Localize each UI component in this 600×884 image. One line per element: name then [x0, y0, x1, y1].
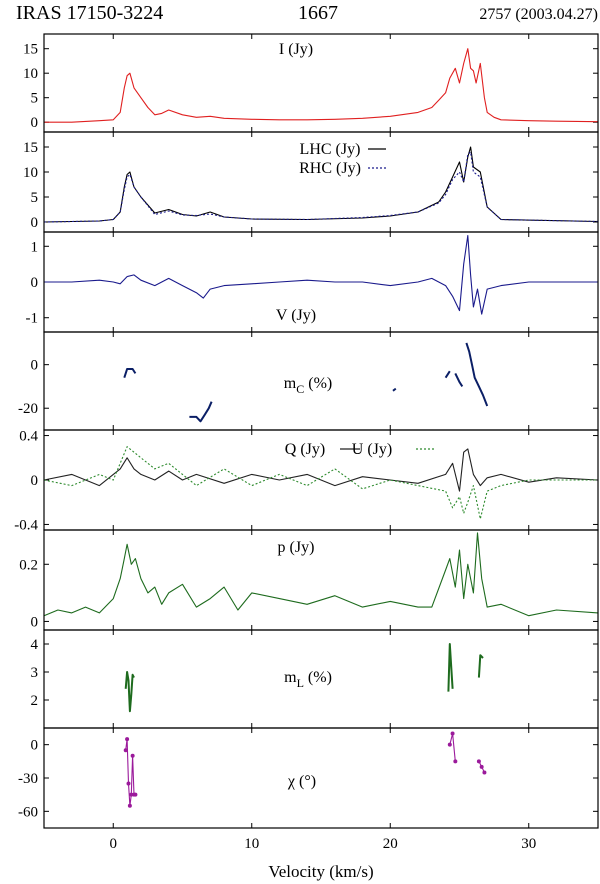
- series-line-mL: [477, 654, 484, 678]
- y-tick-label-I: 5: [31, 91, 39, 107]
- panel-label-chi: χ (°): [287, 773, 316, 790]
- x-tick-label: 0: [110, 836, 118, 852]
- series-line-LR: [43, 146, 599, 223]
- y-tick-label-chi: -60: [18, 804, 38, 820]
- series-line-mL: [447, 643, 454, 692]
- series-line-mC: [392, 387, 397, 392]
- panel-label-mC: mC (%): [284, 375, 332, 396]
- y-tick-label-V: 1: [31, 239, 39, 255]
- data-point-chi: [123, 748, 128, 753]
- y-tick-label-LR: 10: [23, 165, 38, 181]
- data-point-chi: [476, 759, 481, 764]
- y-tick-label-I: 10: [23, 66, 38, 82]
- data-point-chi: [479, 764, 484, 769]
- panel-label-mL: mL (%): [284, 669, 332, 690]
- y-tick-label-V: -1: [26, 311, 39, 327]
- y-tick-label-chi: -30: [18, 771, 38, 787]
- y-tick-label-mC: 0: [31, 358, 39, 374]
- y-tick-label-I: 0: [31, 115, 39, 131]
- y-tick-label-QU: -0.4: [14, 517, 38, 533]
- series-line-V: [44, 235, 598, 315]
- x-tick-label: 30: [521, 836, 536, 852]
- data-point-chi: [133, 792, 138, 797]
- y-tick-label-LR: 15: [23, 140, 38, 156]
- series-line-chi: [125, 738, 136, 807]
- data-point-chi: [125, 737, 130, 742]
- object-name: IRAS 17150-3224: [16, 2, 164, 24]
- panel-frame-chi: [43, 727, 599, 829]
- series-line-mC: [189, 401, 213, 423]
- y-tick-label-LR: 5: [31, 190, 39, 206]
- series-line-mC: [123, 368, 137, 379]
- panel-label-p: p (Jy): [278, 539, 315, 556]
- legend-label-LR: LHC (Jy): [300, 141, 361, 158]
- legend-label-QU: Q (Jy): [285, 441, 325, 458]
- y-tick-label-LR: 0: [31, 215, 39, 231]
- x-tick-label: 20: [383, 836, 398, 852]
- data-point-chi: [126, 781, 131, 786]
- legend-label-LR: RHC (Jy): [299, 160, 361, 177]
- data-point-chi: [129, 792, 134, 797]
- data-point-chi: [482, 770, 487, 775]
- y-tick-label-mL: 2: [31, 693, 39, 709]
- y-tick-label-p: 0: [31, 614, 39, 630]
- y-tick-label-mL: 3: [31, 665, 39, 681]
- series-line-mC: [444, 370, 451, 379]
- series-line-QU: [43, 446, 598, 520]
- series-line-QU: [43, 448, 599, 492]
- series-line-I: [44, 48, 599, 123]
- x-axis-title: Velocity (km/s): [268, 862, 373, 881]
- panel-label-V: V (Jy): [276, 307, 316, 324]
- y-tick-label-mL: 4: [31, 637, 39, 653]
- y-tick-label-I: 15: [23, 42, 38, 58]
- data-point-chi: [450, 731, 455, 736]
- series-line-LR: [43, 151, 599, 223]
- x-tick-label: 10: [244, 836, 259, 852]
- data-point-chi: [447, 742, 452, 747]
- series-line-mC: [465, 342, 489, 407]
- y-tick-label-mC: -20: [18, 401, 38, 417]
- series-line-chi: [449, 733, 456, 762]
- y-tick-label-V: 0: [31, 275, 39, 291]
- data-point-chi: [453, 759, 458, 764]
- y-tick-label-chi: 0: [31, 738, 39, 754]
- y-tick-label-p: 0.2: [19, 557, 38, 573]
- y-tick-label-QU: 0: [31, 473, 39, 489]
- line-frequency: 1667: [298, 2, 338, 24]
- data-point-chi: [127, 803, 132, 808]
- panel-frame-I: [43, 33, 599, 133]
- series-line-p: [43, 532, 599, 617]
- epoch-label: 2757 (2003.04.27): [479, 6, 598, 23]
- panel-label-I: I (Jy): [279, 41, 313, 58]
- data-point-chi: [130, 753, 135, 758]
- series-line-mL: [124, 671, 135, 713]
- legend-label-QU: U (Jy): [352, 441, 392, 458]
- y-tick-label-QU: 0.4: [19, 429, 38, 445]
- series-line-mC: [454, 372, 464, 387]
- panel-frame-V: [43, 231, 599, 333]
